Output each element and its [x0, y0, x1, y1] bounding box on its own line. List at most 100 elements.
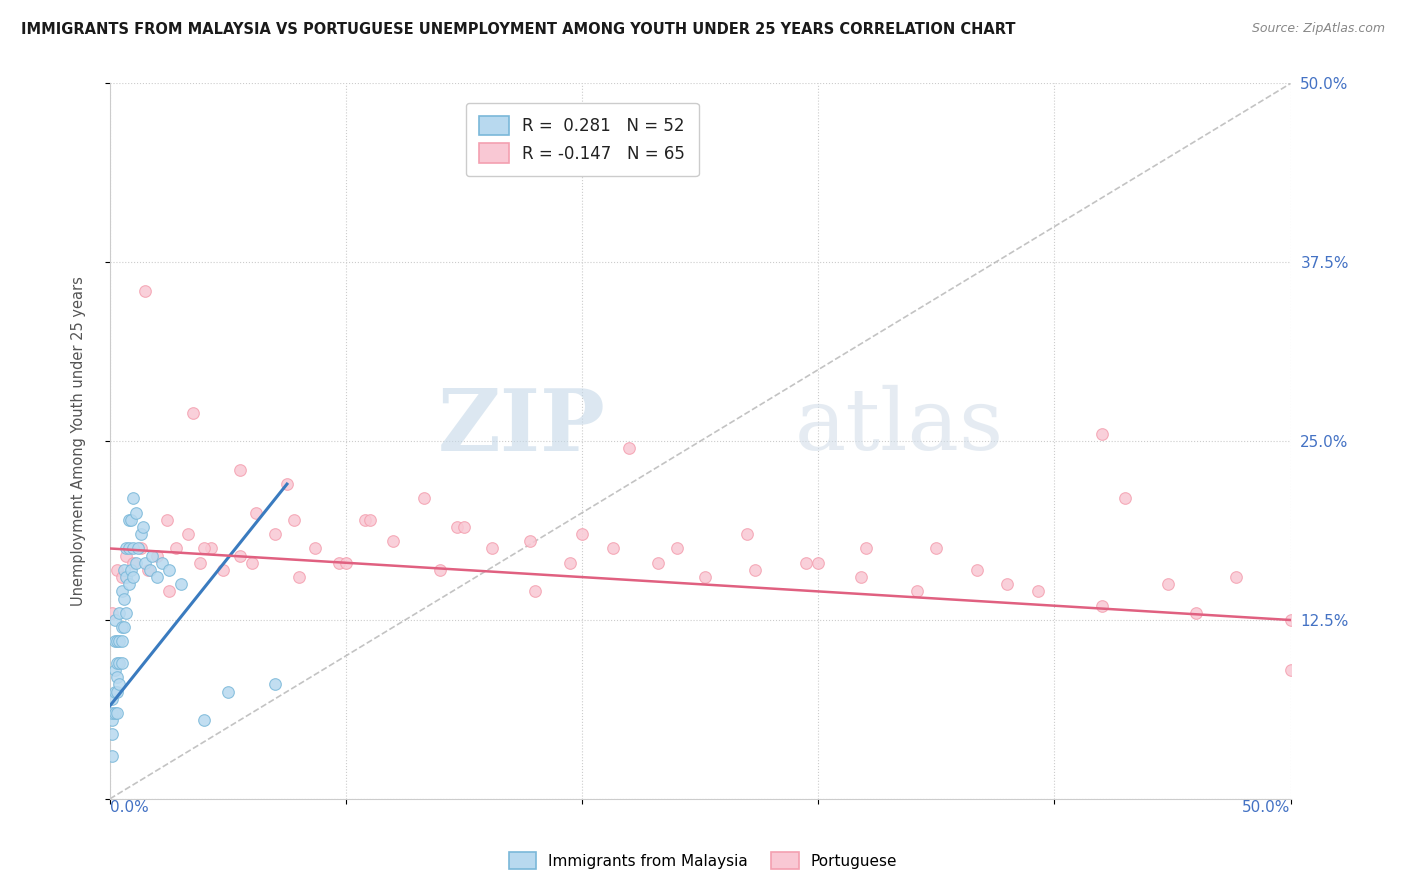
Point: [413, 491, 436, 506]
Point: [1091, 427, 1114, 442]
Point: [122, 570, 145, 584]
Point: [212, 563, 235, 577]
Point: [995, 577, 1018, 591]
Point: [560, 556, 582, 570]
Point: [1157, 577, 1180, 591]
Point: [105, 656, 128, 670]
Point: [170, 577, 193, 591]
Point: [737, 527, 759, 541]
Point: [193, 541, 215, 556]
Point: [111, 584, 134, 599]
Point: [304, 541, 326, 556]
Point: [188, 556, 211, 570]
Point: [907, 584, 929, 599]
Point: [103, 613, 125, 627]
Point: [134, 284, 156, 298]
Point: [446, 520, 468, 534]
Point: [796, 556, 818, 570]
Point: [481, 541, 503, 556]
Point: [1279, 663, 1302, 677]
Text: 50.0%: 50.0%: [1243, 799, 1291, 814]
Point: [359, 513, 381, 527]
Point: [177, 527, 200, 541]
Point: [105, 563, 128, 577]
Point: [101, 748, 124, 763]
Point: [519, 534, 541, 549]
Point: [146, 570, 169, 584]
Point: [122, 541, 145, 556]
Point: [108, 656, 131, 670]
Point: [103, 684, 125, 698]
Point: [125, 556, 148, 570]
Point: [1225, 570, 1247, 584]
Point: [111, 620, 134, 634]
Point: [264, 677, 287, 691]
Point: [127, 541, 149, 556]
Point: [647, 556, 669, 570]
Point: [115, 570, 138, 584]
Point: [693, 570, 716, 584]
Point: [115, 549, 138, 563]
Point: [1185, 606, 1208, 620]
Point: [328, 556, 350, 570]
Point: [132, 520, 155, 534]
Point: [118, 541, 141, 556]
Point: [122, 556, 145, 570]
Point: [105, 670, 128, 684]
Point: [101, 713, 124, 727]
Point: [101, 706, 124, 720]
Point: [1026, 584, 1049, 599]
Point: [103, 706, 125, 720]
Text: ZIP: ZIP: [439, 384, 606, 469]
Point: [118, 513, 141, 527]
Point: [112, 620, 135, 634]
Point: [118, 577, 141, 591]
Point: [264, 527, 287, 541]
Point: [1114, 491, 1136, 506]
Point: [111, 656, 134, 670]
Point: [105, 706, 128, 720]
Point: [849, 570, 872, 584]
Point: [139, 563, 162, 577]
Point: [1279, 613, 1302, 627]
Point: [101, 727, 124, 741]
Point: [146, 549, 169, 563]
Point: [125, 506, 148, 520]
Point: [155, 513, 177, 527]
Point: [276, 477, 298, 491]
Point: [229, 463, 252, 477]
Point: [523, 584, 546, 599]
Point: [111, 570, 134, 584]
Point: [129, 527, 152, 541]
Point: [429, 563, 451, 577]
Point: [354, 513, 377, 527]
Point: [229, 549, 252, 563]
Point: [665, 541, 688, 556]
Point: [571, 527, 593, 541]
Point: [105, 684, 128, 698]
Text: 0.0%: 0.0%: [110, 799, 149, 814]
Point: [283, 513, 305, 527]
Point: [382, 534, 405, 549]
Point: [807, 556, 830, 570]
Point: [925, 541, 948, 556]
Point: [111, 634, 134, 648]
Point: [129, 541, 152, 556]
Point: [134, 556, 156, 570]
Point: [200, 541, 222, 556]
Point: [101, 606, 124, 620]
Point: [112, 563, 135, 577]
Point: [136, 563, 159, 577]
Point: [101, 691, 124, 706]
Point: [855, 541, 877, 556]
Point: [181, 405, 204, 419]
Point: [112, 591, 135, 606]
Point: [120, 513, 142, 527]
Point: [157, 584, 180, 599]
Legend: R =  0.281   N = 52, R = -0.147   N = 65: R = 0.281 N = 52, R = -0.147 N = 65: [465, 103, 699, 176]
Point: [115, 606, 138, 620]
Point: [453, 520, 475, 534]
Point: [602, 541, 624, 556]
Point: [240, 556, 263, 570]
Point: [1091, 599, 1114, 613]
